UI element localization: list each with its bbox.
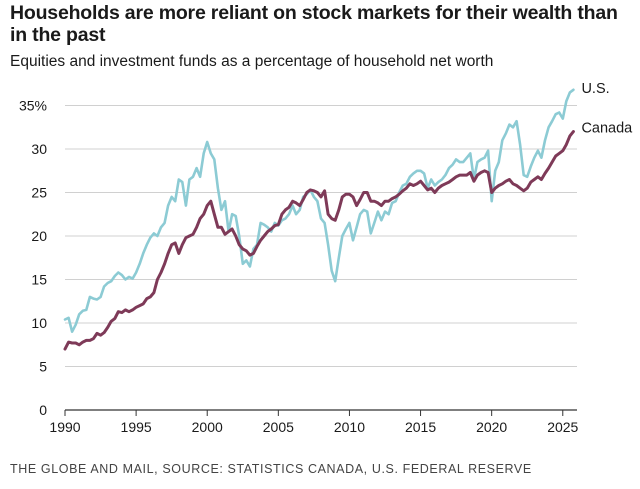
- series-label: Canada: [581, 121, 633, 137]
- x-tick-label: 2010: [334, 419, 365, 435]
- series-line-canada: [63, 130, 575, 351]
- y-tick-label: 20: [31, 228, 47, 244]
- x-tick-label: 2025: [547, 419, 578, 435]
- series-line-us: [63, 88, 575, 333]
- y-tick-label: 30: [31, 141, 47, 157]
- y-tick-label: 0: [39, 402, 47, 418]
- chart-subtitle: Equities and investment funds as a perce…: [10, 53, 494, 70]
- x-tick-label: 2015: [405, 419, 436, 435]
- x-tick-label: 2005: [263, 419, 294, 435]
- y-axis: 0 5 10 15 20 25 30 35%: [19, 98, 47, 419]
- series-labels: U.S. Canada: [581, 81, 633, 137]
- y-tick-label: 25: [31, 185, 47, 201]
- x-tick-label: 1990: [49, 419, 80, 435]
- x-axis: 1990 1995 2000 2005 2010 2015 2020 2025: [49, 409, 579, 435]
- y-tick-label: 15: [31, 272, 47, 288]
- series-lines: [63, 88, 575, 351]
- source-note: THE GLOBE AND MAIL, SOURCE: STATISTICS C…: [10, 462, 532, 476]
- x-tick-label: 2020: [476, 419, 507, 435]
- gridlines: [65, 105, 577, 367]
- y-tick-label: 35%: [19, 98, 47, 114]
- y-tick-label: 5: [39, 359, 47, 375]
- y-tick-label: 10: [31, 315, 47, 331]
- x-tick-label: 1995: [121, 419, 152, 435]
- chart-title: Households are more reliant on stock mar…: [10, 2, 618, 46]
- series-label: U.S.: [581, 81, 609, 97]
- x-tick-label: 2000: [192, 419, 223, 435]
